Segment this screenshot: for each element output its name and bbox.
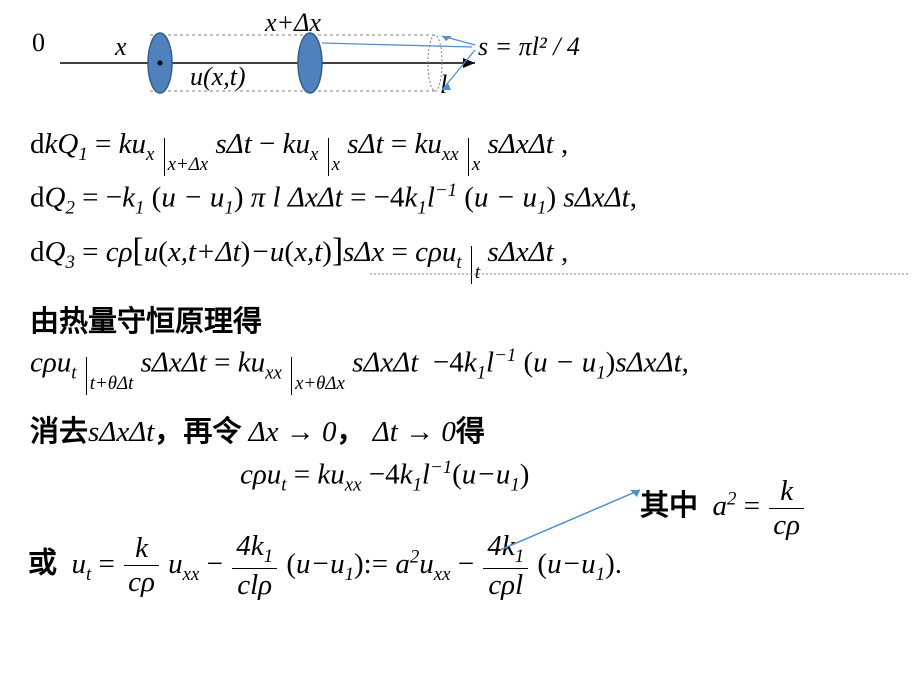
svg-text:0: 0 xyxy=(32,28,45,57)
dashed-underline xyxy=(370,273,910,277)
svg-text:x: x xyxy=(114,32,127,61)
svg-text:u(x,t): u(x,t) xyxy=(190,62,246,91)
svg-text:x+Δx: x+Δx xyxy=(264,8,321,37)
text-eliminate: 消去sΔxΔt，再令 Δx → 0， Δt → 0得 xyxy=(30,408,485,450)
eq-dQ2: dQ2 = −k1 (u − u1) π l ΔxΔt = −4k1l−1 (u… xyxy=(30,180,637,219)
svg-text:s = πl² / 4: s = πl² / 4 xyxy=(478,32,580,61)
rod-diagram: 0xx+Δxu(x,t)ls = πl² / 4 xyxy=(30,5,590,120)
eq-dQ1: dkdQ₁Q1 = kux x+Δx sΔt − kux x sΔt = kux… xyxy=(30,128,568,166)
eq-result1: cρut = kuxx −4k1l−1(u−u1) xyxy=(240,457,529,496)
eq-conserv: cρut t+θΔt sΔxΔt = kuxx x+θΔx sΔxΔt −4k1… xyxy=(30,345,689,384)
eq-dQ3: dQ3 = cρ[u(x,t+Δt)−u(x,t)]sΔx = cρut t s… xyxy=(30,232,568,274)
text-where: 其中 a2 = kcρ xyxy=(640,475,806,542)
text-conservation: 由热量守恒原理得 xyxy=(30,298,262,340)
arrow-a2 xyxy=(490,470,650,560)
